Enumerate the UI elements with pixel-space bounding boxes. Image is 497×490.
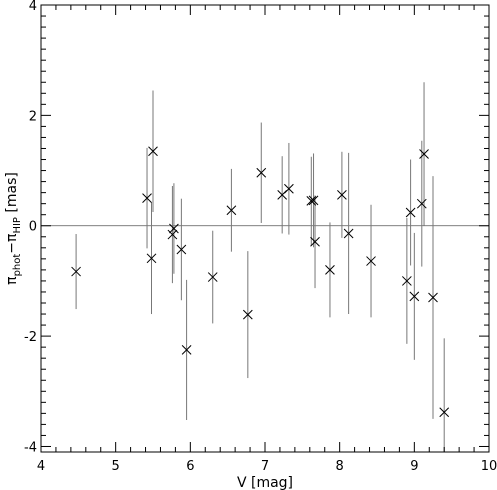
y-tick-label: -2	[24, 330, 37, 345]
data-point	[71, 266, 81, 277]
marker-stroke	[337, 189, 347, 200]
data-point	[284, 183, 294, 194]
y-tick-label: 2	[29, 109, 37, 124]
error-bars	[75, 82, 445, 452]
data-point	[169, 223, 179, 234]
data-point	[402, 276, 412, 286]
marker-stroke	[439, 407, 450, 418]
marker-stroke	[343, 228, 354, 239]
x-tick-labels: 4 5 6 7 8 9 10	[37, 459, 497, 474]
y-axis-label-base: π	[4, 276, 20, 285]
data-point	[148, 146, 158, 157]
marker-stroke	[148, 146, 158, 157]
marker-stroke	[207, 272, 218, 282]
data-point	[428, 292, 438, 303]
data-point	[419, 149, 429, 159]
x-tick-label: 8	[336, 459, 344, 474]
data-point	[226, 205, 237, 216]
data-point	[325, 265, 335, 275]
x-tick-label: 6	[186, 459, 194, 474]
marker-stroke	[366, 256, 376, 266]
plot-frame	[40, 4, 490, 453]
y-tick-label: 4	[29, 0, 37, 14]
data-markers	[71, 146, 450, 418]
data-point	[176, 244, 187, 255]
x-axis-label: V [mag]	[237, 475, 293, 490]
axis-ticks	[40, 4, 490, 452]
data-point	[242, 309, 253, 320]
x-tick-label: 7	[261, 459, 269, 474]
x-tick-label: 4	[37, 459, 45, 474]
data-point	[337, 189, 347, 200]
data-point	[256, 167, 267, 178]
y-axis-label-minus: −π	[4, 233, 20, 254]
data-point	[343, 228, 354, 239]
data-point	[167, 229, 178, 240]
y-axis-label-sub1: phot	[12, 254, 23, 277]
marker-stroke	[419, 149, 429, 159]
marker-stroke	[176, 244, 187, 255]
y-tick-labels: -4 -2 0 2 4	[24, 0, 37, 455]
data-point	[366, 256, 376, 266]
y-tick-label: 0	[29, 220, 37, 235]
marker-stroke	[226, 205, 237, 216]
marker-stroke	[325, 265, 335, 275]
marker-stroke	[409, 291, 420, 302]
data-point	[181, 345, 192, 355]
data-point	[308, 195, 319, 206]
marker-stroke	[71, 266, 81, 277]
data-point	[306, 196, 317, 206]
data-point	[439, 407, 450, 418]
marker-stroke	[402, 276, 412, 286]
marker-stroke	[308, 195, 319, 206]
data-point	[142, 193, 152, 204]
marker-stroke	[310, 236, 320, 247]
marker-stroke	[428, 292, 438, 303]
x-tick-label: 10	[481, 459, 497, 474]
y-axis-label-sub2: HIP	[12, 217, 23, 234]
data-point	[405, 207, 416, 218]
marker-stroke	[146, 253, 157, 264]
data-point	[416, 198, 427, 209]
data-point	[146, 253, 157, 264]
data-point	[310, 236, 320, 247]
x-tick-label: 9	[410, 459, 418, 474]
marker-stroke	[142, 193, 152, 204]
x-tick-label: 5	[112, 459, 120, 474]
data-point	[409, 291, 420, 302]
marker-stroke	[405, 207, 416, 218]
marker-stroke	[169, 223, 179, 234]
marker-stroke	[167, 229, 178, 240]
marker-stroke	[284, 183, 294, 194]
marker-stroke	[181, 345, 192, 355]
y-axis-label: πphot−πHIP [mas]	[4, 172, 23, 285]
marker-stroke	[306, 196, 317, 206]
marker-stroke	[256, 167, 267, 178]
marker-stroke	[416, 198, 427, 209]
y-tick-label: -4	[24, 440, 37, 455]
marker-stroke	[242, 309, 253, 320]
data-point	[207, 272, 218, 282]
y-axis-label-unit: [mas]	[4, 172, 20, 217]
